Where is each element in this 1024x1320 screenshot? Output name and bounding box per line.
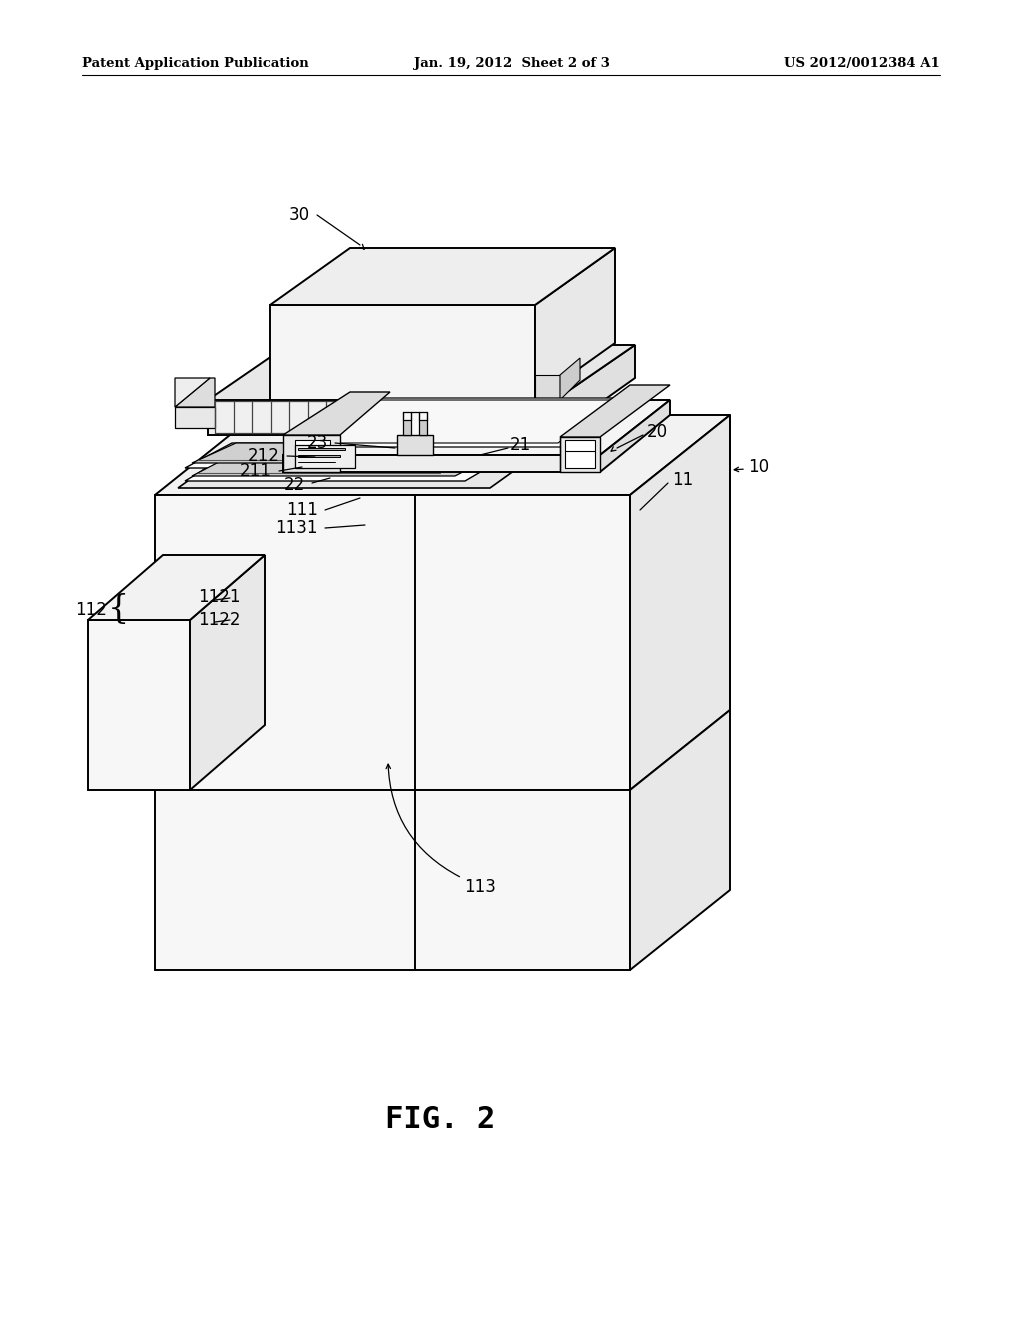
Text: 111: 111: [286, 502, 318, 519]
Polygon shape: [270, 248, 615, 305]
Text: FIG. 2: FIG. 2: [385, 1106, 496, 1134]
Polygon shape: [295, 440, 330, 469]
Polygon shape: [318, 400, 615, 444]
Polygon shape: [295, 445, 355, 469]
Text: 1131: 1131: [275, 519, 318, 537]
Polygon shape: [283, 436, 340, 473]
Polygon shape: [193, 444, 482, 463]
Polygon shape: [560, 437, 600, 473]
Polygon shape: [630, 710, 730, 970]
Polygon shape: [185, 450, 518, 480]
Polygon shape: [208, 400, 555, 436]
Text: 11: 11: [672, 471, 693, 488]
Polygon shape: [560, 358, 580, 400]
Text: 23: 23: [307, 434, 328, 451]
Polygon shape: [298, 447, 345, 450]
Polygon shape: [397, 436, 433, 455]
Polygon shape: [555, 345, 635, 436]
Polygon shape: [208, 345, 635, 400]
Polygon shape: [88, 620, 190, 789]
Text: 112: 112: [75, 601, 106, 619]
Polygon shape: [283, 392, 390, 436]
Polygon shape: [403, 420, 411, 436]
Text: {: {: [108, 593, 129, 624]
Polygon shape: [190, 554, 265, 789]
Polygon shape: [283, 455, 600, 473]
Polygon shape: [298, 455, 340, 457]
Polygon shape: [283, 400, 670, 455]
Polygon shape: [630, 414, 730, 789]
Polygon shape: [175, 378, 215, 407]
Text: 211: 211: [240, 462, 272, 480]
Text: Patent Application Publication: Patent Application Publication: [82, 57, 309, 70]
Text: 10: 10: [748, 458, 769, 477]
Polygon shape: [565, 440, 595, 469]
Text: 1121: 1121: [198, 587, 241, 606]
Text: 1122: 1122: [198, 611, 241, 630]
Polygon shape: [535, 248, 615, 400]
Text: 20: 20: [647, 422, 668, 441]
Text: 212: 212: [248, 447, 280, 465]
Polygon shape: [193, 450, 505, 477]
Polygon shape: [175, 378, 210, 407]
Polygon shape: [155, 414, 730, 495]
Polygon shape: [175, 407, 215, 428]
Text: 21: 21: [510, 436, 531, 454]
Text: Jan. 19, 2012  Sheet 2 of 3: Jan. 19, 2012 Sheet 2 of 3: [414, 57, 610, 70]
Polygon shape: [308, 399, 630, 447]
Polygon shape: [419, 420, 427, 436]
Polygon shape: [155, 495, 630, 789]
Text: US 2012/0012384 A1: US 2012/0012384 A1: [784, 57, 940, 70]
Polygon shape: [185, 444, 495, 469]
Text: 30: 30: [289, 206, 310, 224]
Polygon shape: [88, 554, 265, 620]
Polygon shape: [560, 385, 670, 437]
Polygon shape: [535, 375, 560, 400]
Polygon shape: [270, 305, 535, 400]
Text: 22: 22: [284, 477, 305, 494]
Polygon shape: [178, 445, 550, 488]
Text: 113: 113: [464, 878, 496, 896]
Polygon shape: [155, 789, 630, 970]
Polygon shape: [600, 400, 670, 473]
